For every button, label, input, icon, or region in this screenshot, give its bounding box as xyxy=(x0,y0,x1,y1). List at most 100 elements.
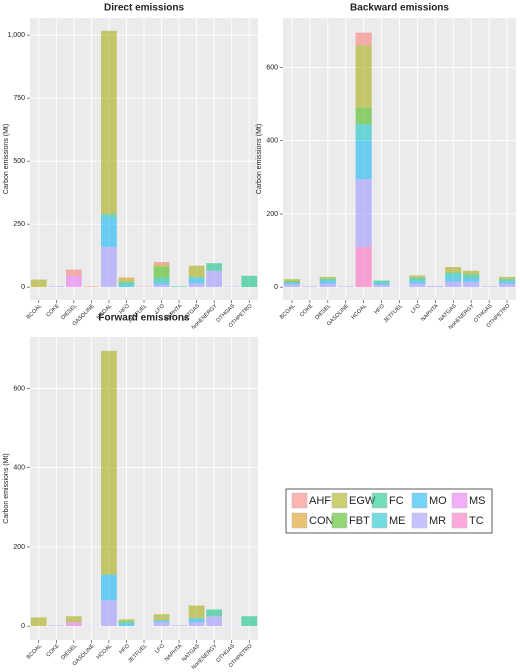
bar-segment xyxy=(283,282,301,285)
bar-segment xyxy=(463,281,480,288)
y-axis-label: Carbon emissions (Mt) xyxy=(3,124,10,194)
bar-segment xyxy=(445,278,462,282)
bar-segment xyxy=(445,274,462,279)
bar-segment xyxy=(206,263,223,271)
bar-segment xyxy=(118,282,135,286)
x-tick-label: COKE xyxy=(45,303,60,318)
legend-label: AHF xyxy=(309,495,331,507)
legend-swatch xyxy=(451,512,468,529)
legend-swatch xyxy=(451,492,468,509)
y-tick-label: 600 xyxy=(266,64,278,71)
bar-segment xyxy=(30,617,47,627)
bar-segment xyxy=(319,280,336,284)
x-tick-label: HFO xyxy=(374,303,387,316)
bar-segment xyxy=(355,246,372,288)
x-tick-label: HCOAL xyxy=(350,303,368,321)
legend-label: TC xyxy=(469,515,484,527)
bar-segment xyxy=(101,214,117,216)
bar-segment xyxy=(445,281,462,288)
bar-segment xyxy=(445,272,462,275)
x-tick-label: BCOAL xyxy=(279,303,296,320)
bar-segment xyxy=(153,282,170,285)
bar-segment xyxy=(118,279,135,283)
bar-segment xyxy=(153,614,170,621)
bar-segment xyxy=(153,261,170,265)
bar-segment xyxy=(65,275,82,288)
bar-segment xyxy=(481,286,498,288)
bar-segment xyxy=(188,605,205,619)
bar-segment xyxy=(206,270,223,288)
bar-segment xyxy=(48,286,65,288)
bar-segment xyxy=(153,620,170,623)
bar-segment xyxy=(206,609,223,617)
bar-segment xyxy=(153,284,170,288)
bar-segment xyxy=(427,286,444,288)
bar-segment xyxy=(153,622,170,627)
y-tick-label: 750 xyxy=(13,95,25,102)
bar-segment xyxy=(498,281,516,284)
bar-segment xyxy=(463,270,480,275)
y-tick-label: 400 xyxy=(13,465,25,472)
bar-segment xyxy=(463,278,480,282)
bar-segment xyxy=(188,279,205,284)
bar-segment xyxy=(355,107,372,125)
legend-label: MO xyxy=(429,495,447,507)
bar-segment xyxy=(498,283,516,288)
legend-swatch xyxy=(411,492,428,509)
x-tick-label: COKE xyxy=(299,303,314,318)
bar-segment xyxy=(171,286,187,288)
bar-segment xyxy=(319,278,336,281)
x-tick-label: NAPHTA xyxy=(420,303,440,323)
x-tick-label: JETFUEL xyxy=(383,303,404,324)
bar-segment xyxy=(30,279,47,288)
legend-label: EGW xyxy=(349,495,376,507)
bar-segment xyxy=(83,286,100,288)
y-tick-label: 200 xyxy=(13,544,25,551)
bar-segment xyxy=(355,32,372,46)
bar-segment xyxy=(101,350,117,575)
bar-segment xyxy=(206,616,223,627)
bar-segment xyxy=(463,274,480,279)
bar-segment xyxy=(409,275,426,278)
bar-segment xyxy=(373,280,390,283)
bar-segment xyxy=(101,574,117,601)
bar-segment xyxy=(118,277,135,280)
x-tick-label: LFO xyxy=(410,303,422,315)
bar-segment xyxy=(136,286,152,288)
bar-segment xyxy=(301,286,318,288)
bar-segment xyxy=(188,283,205,288)
bar-segment xyxy=(65,622,82,627)
y-tick-label: 1,000 xyxy=(7,32,25,39)
bar-segment xyxy=(153,277,170,283)
bar-segment xyxy=(373,284,390,288)
bar-segment xyxy=(373,282,390,285)
bar-segment xyxy=(409,283,426,288)
y-tick-label: 250 xyxy=(13,221,25,228)
y-axis-label: Carbon emissions (Mt) xyxy=(256,124,263,194)
legend-swatch xyxy=(291,512,308,529)
bar-segment xyxy=(223,286,240,288)
bar-segment xyxy=(171,625,187,627)
legend-swatch xyxy=(291,492,308,509)
bar-segment xyxy=(498,276,516,280)
legend-label: CON xyxy=(309,515,334,527)
chart-title: Backward emissions xyxy=(350,3,449,14)
legend-swatch xyxy=(371,512,388,529)
legend-swatch xyxy=(411,512,428,529)
bar-segment xyxy=(241,616,258,627)
legend-label: MR xyxy=(429,515,446,527)
bar-segment xyxy=(118,623,135,627)
bar-segment xyxy=(319,276,336,279)
y-tick-label: 0 xyxy=(274,284,278,291)
bar-segment xyxy=(188,265,205,278)
legend-label: FBT xyxy=(349,515,370,527)
x-tick-label: BCOAL xyxy=(26,303,43,320)
bar-segment xyxy=(409,277,426,281)
bar-segment xyxy=(355,179,372,247)
bar-segment xyxy=(118,285,135,288)
y-tick-label: 200 xyxy=(266,211,278,218)
bar-segment xyxy=(188,622,205,627)
bar-segment xyxy=(498,279,516,282)
bar-segment xyxy=(241,275,258,288)
